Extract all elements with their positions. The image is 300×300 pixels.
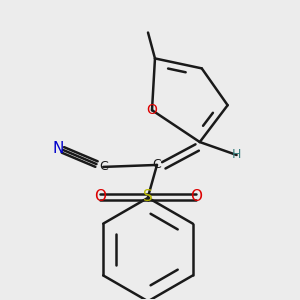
Text: N: N bbox=[53, 140, 64, 155]
Text: O: O bbox=[190, 189, 202, 204]
Text: C: C bbox=[99, 160, 108, 173]
Text: O: O bbox=[94, 189, 106, 204]
Text: O: O bbox=[147, 103, 158, 117]
Text: C: C bbox=[153, 158, 161, 171]
Text: H: H bbox=[232, 148, 241, 161]
Text: S: S bbox=[143, 189, 153, 204]
